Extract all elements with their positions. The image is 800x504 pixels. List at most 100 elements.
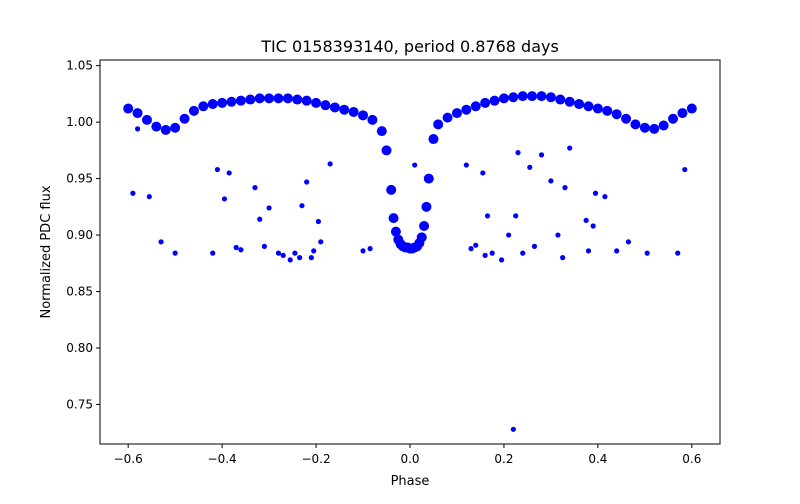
data-point — [388, 213, 399, 224]
x-tick-label: 0.4 — [588, 452, 607, 466]
y-tick-label: 0.80 — [66, 341, 93, 355]
data-point — [498, 257, 505, 263]
data-point — [188, 105, 199, 116]
data-point — [423, 173, 434, 184]
data-point — [146, 194, 152, 200]
data-point — [308, 255, 314, 261]
data-point — [583, 217, 589, 223]
data-point — [602, 194, 608, 200]
data-point — [221, 196, 228, 202]
data-point — [252, 185, 258, 191]
data-point — [555, 94, 566, 105]
data-point — [390, 226, 401, 237]
x-tick-label: −0.2 — [301, 452, 330, 466]
data-point — [132, 108, 143, 119]
data-point — [235, 95, 246, 106]
data-point — [531, 243, 538, 249]
data-point — [517, 91, 528, 102]
x-axis-ticks: −0.6 −0.4 −0.2 0.0 0.2 0.4 0.6 — [114, 444, 701, 466]
data-point — [217, 97, 228, 108]
data-point — [327, 161, 333, 167]
data-point — [360, 248, 366, 254]
y-tick-label: 1.00 — [66, 115, 93, 129]
data-point — [682, 166, 688, 173]
data-point — [179, 113, 190, 124]
data-point — [311, 248, 317, 254]
data-point — [520, 250, 526, 256]
x-tick-label: −0.6 — [114, 452, 143, 466]
data-point — [480, 97, 491, 108]
data-point — [545, 92, 556, 103]
y-tick-label: 0.95 — [66, 172, 93, 186]
data-point — [329, 102, 340, 113]
x-tick-label: 0.0 — [400, 452, 419, 466]
data-point — [513, 213, 519, 219]
data-point — [130, 190, 136, 196]
y-tick-label: 1.05 — [66, 59, 93, 73]
data-point — [245, 94, 256, 105]
x-tick-label: 0.6 — [682, 452, 701, 466]
data-point — [158, 239, 164, 245]
data-point — [510, 426, 516, 432]
data-point — [677, 108, 688, 119]
data-point — [463, 162, 469, 168]
data-point — [564, 96, 575, 107]
data-point — [433, 119, 444, 130]
data-point — [207, 99, 218, 110]
data-point — [160, 125, 171, 136]
data-point — [489, 250, 495, 256]
data-point — [226, 96, 237, 107]
x-tick-label: 0.2 — [494, 452, 513, 466]
y-axis-ticks: 0.75 0.80 0.85 0.90 0.95 1.00 1.05 — [66, 59, 100, 411]
data-point — [630, 119, 641, 130]
data-point — [238, 247, 244, 253]
data-point — [548, 178, 554, 184]
data-point — [282, 93, 293, 104]
data-point — [297, 255, 303, 261]
data-point — [320, 100, 331, 111]
data-point — [292, 94, 303, 105]
y-axis-label: Normalized PDC flux — [39, 185, 54, 318]
data-point — [254, 93, 265, 104]
data-point — [367, 246, 373, 252]
data-point — [583, 101, 594, 112]
data-point — [498, 93, 509, 104]
data-point — [376, 126, 387, 137]
data-point — [419, 221, 430, 232]
data-point — [273, 93, 284, 104]
data-point — [280, 252, 286, 258]
data-point — [590, 223, 596, 229]
data-point — [299, 203, 305, 209]
data-point — [614, 248, 620, 254]
data-point — [287, 257, 293, 263]
data-point — [611, 109, 622, 120]
data-point — [214, 166, 221, 173]
data-point — [442, 112, 453, 123]
data-point — [358, 110, 369, 121]
data-point — [311, 97, 322, 108]
data-point — [233, 244, 239, 251]
data-point — [170, 122, 181, 133]
data-point — [123, 103, 134, 114]
y-tick-label: 0.75 — [66, 397, 93, 411]
data-point — [468, 246, 474, 252]
data-point — [412, 162, 418, 168]
data-point — [386, 184, 397, 195]
plot-area — [99, 59, 721, 445]
data-point — [261, 243, 267, 249]
data-point — [292, 250, 298, 256]
chart-title: TIC 0158393140, period 0.8768 days — [260, 37, 559, 56]
data-point — [226, 170, 232, 176]
data-point — [257, 216, 263, 222]
data-point — [266, 205, 272, 211]
data-point — [515, 150, 521, 156]
data-point — [318, 239, 324, 245]
data-point — [538, 152, 545, 158]
data-points — [123, 91, 697, 432]
data-point — [639, 122, 650, 133]
data-point — [555, 232, 561, 238]
data-point — [649, 123, 660, 134]
data-point — [134, 126, 141, 132]
data-point — [644, 250, 650, 256]
